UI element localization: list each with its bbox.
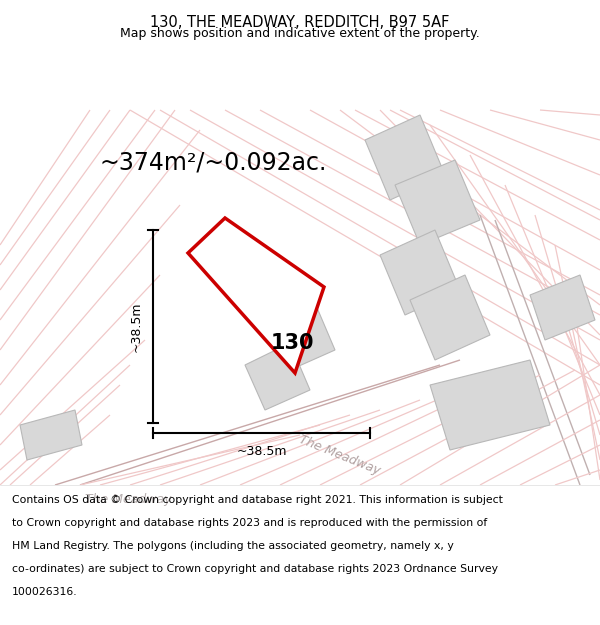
Text: ~374m²/~0.092ac.: ~374m²/~0.092ac.: [100, 150, 328, 174]
Polygon shape: [245, 343, 310, 410]
Text: The Meadway: The Meadway: [85, 492, 172, 506]
Polygon shape: [530, 275, 595, 340]
Text: Map shows position and indicative extent of the property.: Map shows position and indicative extent…: [120, 27, 480, 39]
Text: co-ordinates) are subject to Crown copyright and database rights 2023 Ordnance S: co-ordinates) are subject to Crown copyr…: [12, 564, 498, 574]
Text: 130: 130: [270, 333, 314, 353]
Polygon shape: [188, 218, 324, 373]
Text: 130, THE MEADWAY, REDDITCH, B97 5AF: 130, THE MEADWAY, REDDITCH, B97 5AF: [151, 16, 449, 31]
Text: ~38.5m: ~38.5m: [236, 445, 287, 458]
Text: HM Land Registry. The polygons (including the associated geometry, namely x, y: HM Land Registry. The polygons (includin…: [12, 541, 454, 551]
Text: 100026316.: 100026316.: [12, 588, 77, 598]
Text: The Meadway: The Meadway: [298, 432, 383, 478]
Text: to Crown copyright and database rights 2023 and is reproduced with the permissio: to Crown copyright and database rights 2…: [12, 518, 487, 528]
Polygon shape: [430, 360, 550, 450]
Polygon shape: [20, 410, 82, 460]
Text: ~38.5m: ~38.5m: [130, 301, 143, 352]
Polygon shape: [395, 160, 480, 245]
Text: Contains OS data © Crown copyright and database right 2021. This information is : Contains OS data © Crown copyright and d…: [12, 495, 503, 505]
Polygon shape: [380, 230, 460, 315]
Polygon shape: [365, 115, 445, 200]
Polygon shape: [410, 275, 490, 360]
Polygon shape: [270, 303, 335, 370]
